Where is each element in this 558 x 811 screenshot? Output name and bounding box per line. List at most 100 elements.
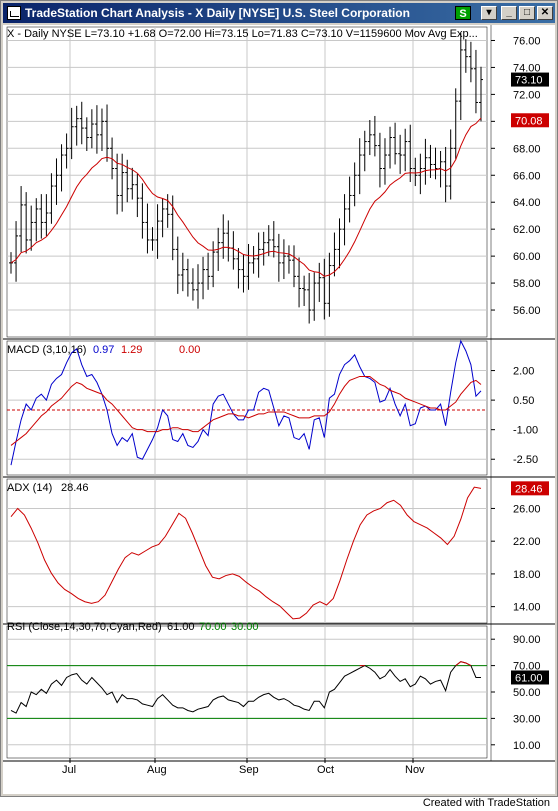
price-bar (307, 272, 312, 324)
panel-readout: 30.00 (231, 621, 259, 633)
svg-text:61.00: 61.00 (515, 672, 543, 684)
price-bar (226, 220, 231, 262)
price-bar (135, 173, 140, 218)
price-bar (84, 117, 89, 151)
y-tick-label: -1.00 (513, 425, 538, 437)
panel-header: RSI (Close,14,30,70,Cyan,Red) (7, 621, 162, 633)
price-bar (393, 122, 398, 165)
chart-area[interactable]: Jul Aug Sep Oct Nov 76.00 74.00 72.00 70.00 68.00… (3, 25, 555, 794)
dropdown-icon[interactable]: ▾ (481, 6, 497, 20)
x-tick-label: Sep (239, 764, 259, 776)
strategy-s-button[interactable]: S (455, 6, 471, 20)
y-tick-label: 14.00 (513, 602, 541, 614)
price-bar (362, 130, 367, 172)
price-bar (382, 138, 387, 185)
price-bar (468, 41, 473, 83)
price-bar (357, 138, 362, 195)
price-bar (29, 205, 34, 251)
price-bar (74, 105, 79, 146)
price-bar (473, 49, 478, 114)
y-tick-label: 68.00 (513, 143, 541, 155)
price-bar (160, 198, 165, 238)
panel-readout: 1.29 (121, 344, 142, 356)
price-bar (286, 245, 291, 274)
y-tick-label: 76.00 (513, 35, 541, 47)
price-bar (479, 66, 483, 122)
maximize-button[interactable]: □ (519, 6, 535, 20)
price-bar (105, 104, 110, 162)
price-bar (54, 158, 59, 205)
title-bar[interactable]: TradeStation Chart Analysis - X Daily [N… (3, 3, 555, 23)
last-value-marker: 70.08 (511, 113, 549, 128)
y-tick-label: 90.00 (513, 634, 541, 646)
price-bar (327, 252, 332, 317)
price-bar (342, 194, 347, 246)
price-bar (69, 107, 74, 160)
price-bar (403, 128, 408, 172)
last-value-marker: 73.10 (511, 72, 549, 87)
series-line-2-0 (10, 486, 482, 620)
price-bar (19, 186, 24, 253)
y-tick-label: 56.00 (513, 305, 541, 317)
panel-header: MACD (3,10,16) (7, 344, 86, 356)
panel-readout: 0.97 (93, 344, 114, 356)
price-bar (59, 144, 64, 192)
price-bar (39, 194, 44, 239)
price-bar (433, 147, 438, 180)
price-bar (115, 153, 120, 215)
price-bar (125, 159, 130, 203)
x-tick-label: Jul (62, 764, 76, 776)
y-tick-label: 2.00 (513, 366, 534, 378)
price-bar (281, 239, 286, 280)
price-bar (211, 241, 216, 288)
chart-svg[interactable]: Jul Aug Sep Oct Nov 76.00 74.00 72.00 70.00 68.00… (3, 25, 555, 794)
price-bar (302, 275, 307, 306)
price-bar (448, 129, 453, 200)
price-bar (94, 105, 99, 154)
series-line-1-1 (10, 375, 482, 446)
price-bar (352, 162, 357, 207)
price-bar (423, 138, 428, 185)
price-bar (44, 194, 49, 236)
price-bar (453, 88, 458, 160)
price-bar (64, 133, 69, 169)
y-tick-label: 74.00 (513, 62, 541, 74)
price-bar (79, 101, 84, 145)
price-bar (231, 231, 236, 270)
x-tick-label: Aug (147, 764, 167, 776)
price-bar (206, 252, 211, 290)
y-tick-label: 26.00 (513, 503, 541, 515)
price-bar (367, 120, 372, 156)
price-bar (221, 214, 226, 259)
price-bar (372, 115, 377, 157)
price-bar (155, 204, 160, 259)
price-bar (236, 248, 241, 289)
price-bar (24, 192, 29, 254)
close-button[interactable]: ✕ (537, 6, 553, 20)
price-bar (180, 252, 185, 292)
price-bar (398, 134, 403, 174)
price-bar (175, 236, 180, 294)
y-tick-label: 0.50 (513, 395, 534, 407)
price-bar (145, 203, 150, 254)
panel-header: X - Daily NYSE L=73.10 +1.68 O=72.00 Hi=… (7, 28, 478, 40)
chart-app-icon (7, 6, 21, 20)
y-tick-label: -2.50 (513, 454, 538, 466)
price-bar (165, 194, 170, 228)
price-bar (251, 246, 256, 274)
series-line-3-1 (455, 661, 472, 667)
price-bar (195, 264, 200, 309)
y-tick-label: 58.00 (513, 278, 541, 290)
last-value-marker: 61.00 (511, 670, 549, 685)
y-tick-label: 18.00 (513, 569, 541, 581)
price-bar (428, 144, 433, 178)
price-bar (34, 198, 39, 242)
price-bar (241, 254, 246, 293)
svg-text:73.10: 73.10 (515, 75, 543, 87)
minimize-button[interactable]: _ (501, 6, 517, 20)
y-tick-label: 64.00 (513, 197, 541, 209)
panel-header: ADX (14) (7, 482, 52, 494)
price-bar (185, 258, 190, 297)
x-tick-label: Nov (405, 764, 425, 776)
price-bar (201, 256, 206, 300)
